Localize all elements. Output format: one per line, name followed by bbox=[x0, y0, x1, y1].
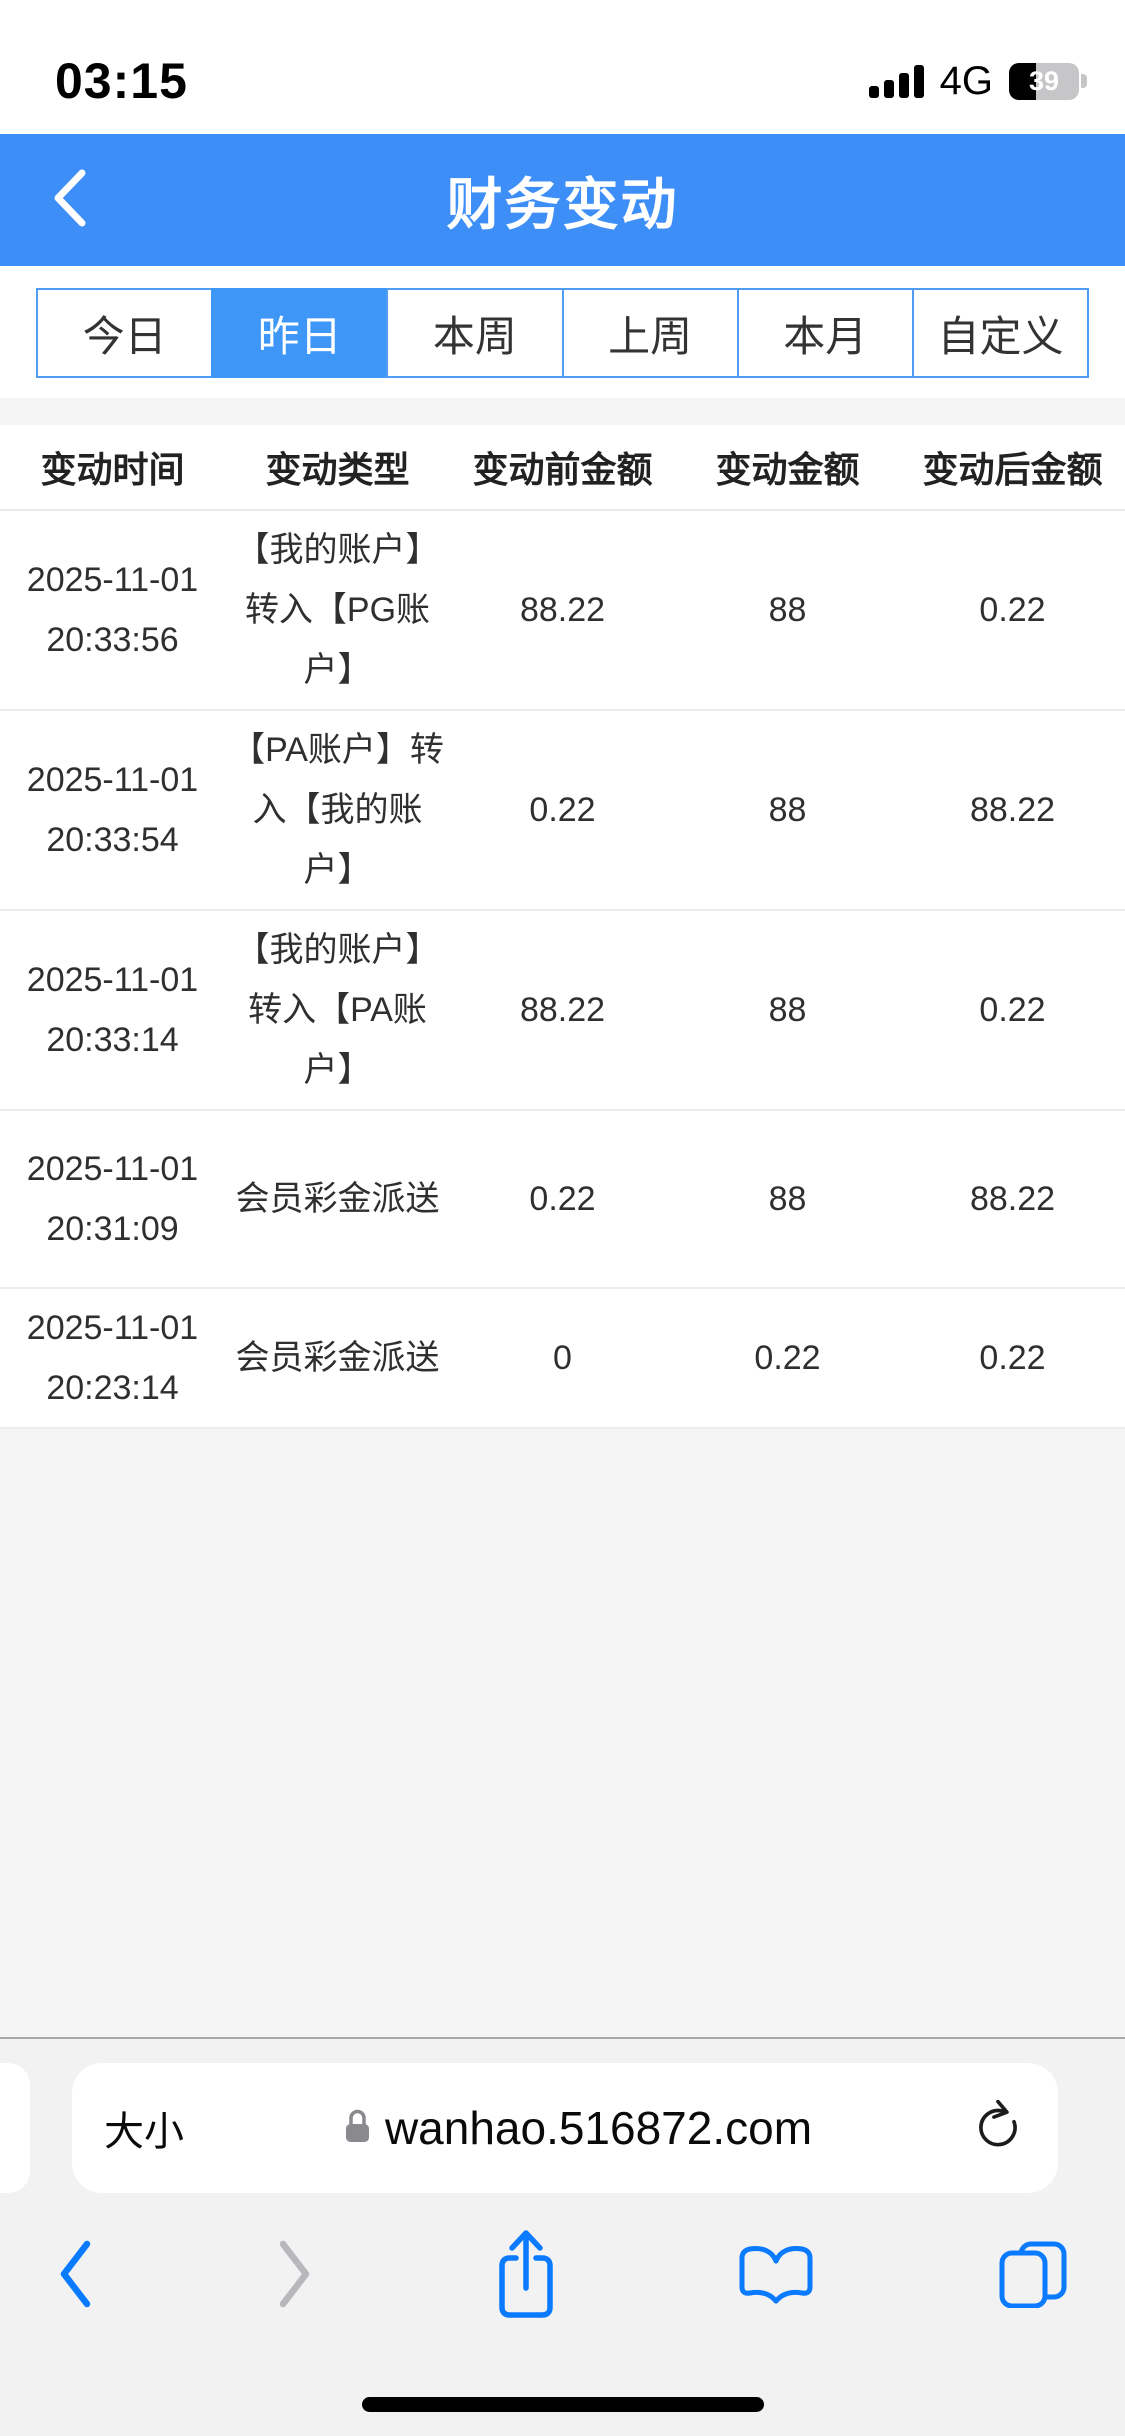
address-bar[interactable]: 大小 wanhao.516872.com bbox=[72, 2063, 1058, 2193]
browser-back-button[interactable] bbox=[56, 2238, 94, 2315]
cell-change-amount: 88 bbox=[768, 1180, 807, 1218]
cell-before-amount: 0.22 bbox=[529, 791, 596, 829]
cell-after-amount: 0.22 bbox=[979, 991, 1046, 1029]
page-background bbox=[0, 1429, 1125, 2037]
cell-type: 会员彩金派送 bbox=[235, 1180, 440, 1218]
battery-fill bbox=[1009, 62, 1037, 100]
transactions-table: 变动时间 变动类型 变动前金额 变动金额 变动后金额 2025-11-01 20… bbox=[0, 425, 1125, 1429]
reload-icon bbox=[972, 2099, 1024, 2157]
cell-after-amount: 0.22 bbox=[979, 1339, 1046, 1377]
cell-type: 【我的账户】转入【PG账户】 bbox=[235, 531, 440, 689]
table-row: 2025-11-01 20:33:56 【我的账户】转入【PG账户】 88.22… bbox=[0, 511, 1125, 711]
cell-before-amount: 0.22 bbox=[529, 1180, 596, 1218]
chevron-right-icon bbox=[276, 2238, 314, 2315]
table-row: 2025-11-01 20:31:09 会员彩金派送 0.22 88 88.22 bbox=[0, 1111, 1125, 1289]
share-icon bbox=[497, 2228, 555, 2325]
cell-before-amount: 88.22 bbox=[519, 991, 606, 1029]
url-text: wanhao.516872.com bbox=[384, 2102, 813, 2154]
cell-change-amount: 88 bbox=[768, 991, 807, 1029]
network-type: 4G bbox=[939, 58, 993, 103]
filter-tab-this-week[interactable]: 本周 bbox=[386, 288, 564, 378]
page-title: 财务变动 bbox=[446, 172, 679, 236]
col-header-before-amount: 变动前金额 bbox=[472, 449, 653, 490]
filter-tab-today[interactable]: 今日 bbox=[36, 288, 214, 378]
cell-time: 2025-11-01 20:33:14 bbox=[26, 961, 199, 1059]
browser-forward-button[interactable] bbox=[276, 2238, 314, 2315]
table-header-row: 变动时间 变动类型 变动前金额 变动金额 变动后金额 bbox=[0, 425, 1125, 511]
lock-icon bbox=[344, 2108, 371, 2149]
divider-band bbox=[0, 398, 1125, 425]
cell-before-amount: 88.22 bbox=[519, 591, 606, 629]
cell-change-amount: 88 bbox=[768, 791, 807, 829]
battery-percent: 39 bbox=[1028, 65, 1060, 96]
col-header-after-amount: 变动后金额 bbox=[922, 449, 1103, 490]
reload-button[interactable] bbox=[972, 2099, 1024, 2157]
share-button[interactable] bbox=[497, 2228, 555, 2325]
tabs-button[interactable] bbox=[997, 2240, 1069, 2313]
chevron-left-icon bbox=[56, 2238, 94, 2315]
home-indicator[interactable] bbox=[361, 2397, 764, 2412]
back-button[interactable] bbox=[50, 167, 96, 233]
cell-after-amount: 0.22 bbox=[979, 591, 1046, 629]
bookmarks-button[interactable] bbox=[737, 2243, 815, 2310]
tabs-overview-icon bbox=[997, 2240, 1069, 2313]
col-header-change-amount: 变动金额 bbox=[715, 449, 860, 490]
filter-tab-custom[interactable]: 自定义 bbox=[911, 288, 1090, 378]
signal-strength-icon bbox=[868, 64, 924, 98]
cell-time: 2025-11-01 20:31:09 bbox=[26, 1150, 199, 1248]
chevron-left-icon bbox=[50, 167, 90, 234]
cell-type: 会员彩金派送 bbox=[235, 1339, 440, 1377]
status-indicators: 4G 39 bbox=[868, 58, 1087, 104]
page-header: 财务变动 bbox=[0, 134, 1125, 266]
page-settings-button[interactable]: 大小 bbox=[104, 2110, 184, 2154]
adjacent-tab-edge[interactable] bbox=[0, 2063, 30, 2193]
safari-toolbar bbox=[0, 2211, 1125, 2341]
filter-tab-this-month[interactable]: 本月 bbox=[736, 288, 914, 378]
battery-cap bbox=[1081, 74, 1087, 88]
col-header-time: 变动时间 bbox=[40, 449, 185, 490]
cell-after-amount: 88.22 bbox=[969, 1180, 1056, 1218]
status-bar: 03:15 4G 39 bbox=[0, 0, 1125, 134]
cell-time: 2025-11-01 20:33:54 bbox=[26, 761, 199, 859]
table-row: 2025-11-01 20:33:54 【PA账户】转入【我的账户】 0.22 … bbox=[0, 711, 1125, 911]
clock: 03:15 bbox=[55, 53, 188, 109]
spacer bbox=[0, 378, 1125, 398]
cell-change-amount: 0.22 bbox=[754, 1339, 821, 1377]
col-header-type: 变动类型 bbox=[265, 449, 410, 490]
battery-icon: 39 bbox=[1009, 62, 1087, 100]
cell-type: 【PA账户】转入【我的账户】 bbox=[231, 731, 444, 889]
filter-tab-yesterday[interactable]: 昨日 bbox=[211, 288, 389, 378]
cell-change-amount: 88 bbox=[768, 591, 807, 629]
cell-after-amount: 88.22 bbox=[969, 791, 1056, 829]
table-row: 2025-11-01 20:23:14 会员彩金派送 0 0.22 0.22 bbox=[0, 1289, 1125, 1429]
filter-tab-last-week[interactable]: 上周 bbox=[561, 288, 739, 378]
safari-bottom-bar: 大小 wanhao.516872.com bbox=[0, 2037, 1125, 2436]
cell-time: 2025-11-01 20:33:56 bbox=[26, 561, 199, 659]
cell-time: 2025-11-01 20:23:14 bbox=[26, 1309, 199, 1407]
table-row: 2025-11-01 20:33:14 【我的账户】转入【PA账户】 88.22… bbox=[0, 911, 1125, 1111]
cell-type: 【我的账户】转入【PA账户】 bbox=[235, 931, 440, 1089]
open-book-icon bbox=[737, 2243, 815, 2310]
date-filter-tabs: 今日 昨日 本周 上周 本月 自定义 bbox=[36, 288, 1090, 378]
cell-before-amount: 0 bbox=[553, 1339, 572, 1377]
